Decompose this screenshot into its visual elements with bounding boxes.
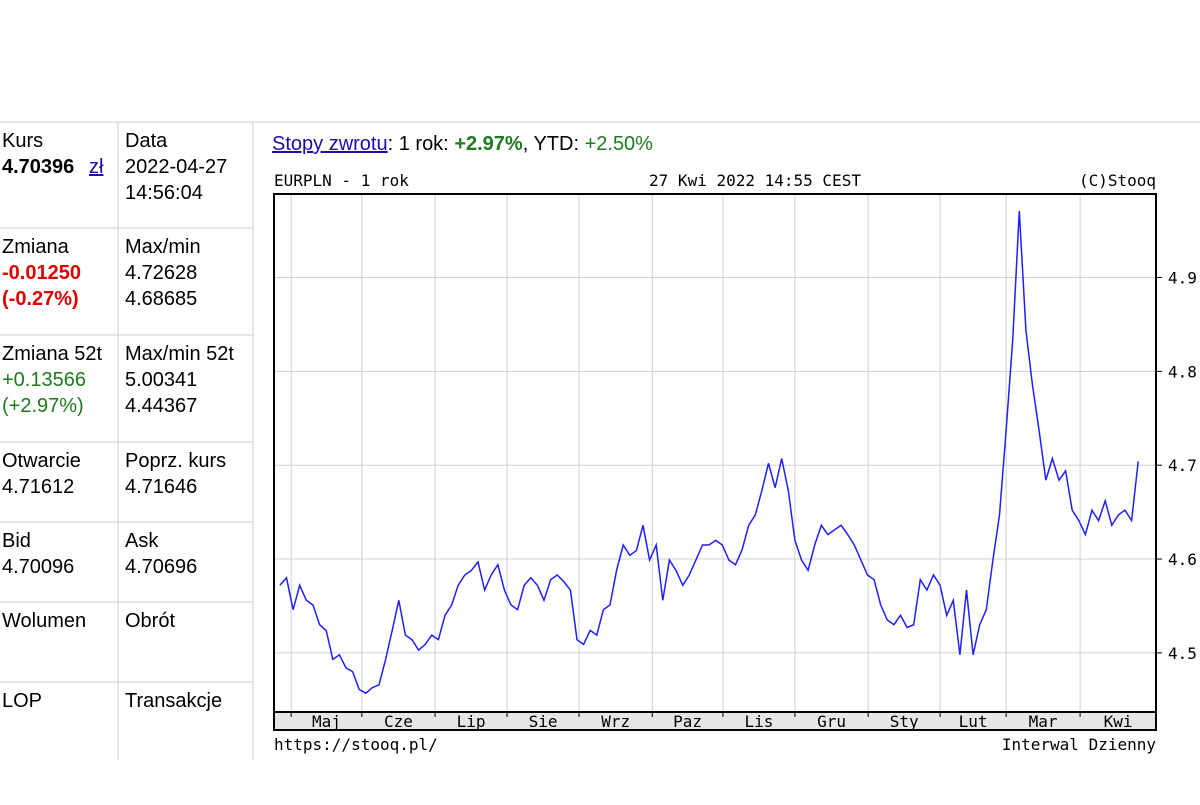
chart-subtitle: 27 Kwi 2022 14:55 CEST <box>649 171 861 190</box>
x-tick-label: Cze <box>384 712 413 731</box>
cell-value: 4.71612 <box>2 476 74 498</box>
returns-period-label: : 1 rok: <box>388 133 455 155</box>
cell-label: Max/min 52t <box>125 343 234 365</box>
cell-value: +0.13566 <box>2 369 86 391</box>
cell-value: 4.70096 <box>2 556 74 578</box>
x-tick-label: Lis <box>744 712 773 731</box>
x-tick-label: Lut <box>959 712 988 731</box>
plot-area <box>274 194 1156 712</box>
cell-label: LOP <box>2 690 42 712</box>
cell-label: Zmiana 52t <box>2 343 102 365</box>
cell-value: -0.01250 <box>2 262 81 284</box>
cell-value: 14:56:04 <box>125 182 203 204</box>
price-line <box>279 210 1139 695</box>
x-tick-label: Sie <box>529 712 558 731</box>
cell-value: 4.72628 <box>125 262 197 284</box>
cell-label: Transakcje <box>125 690 222 712</box>
x-tick-label: Kwi <box>1104 712 1133 731</box>
cell-label: Obrót <box>125 610 175 632</box>
chart-copyright: (C)Stooq <box>1079 171 1156 190</box>
x-tick-label: Sty <box>890 712 919 731</box>
y-tick-label: 4.7 <box>1168 456 1197 475</box>
returns-period-value: +2.97% <box>454 133 523 155</box>
chart-interval: Interwal Dzienny <box>1002 735 1156 754</box>
cell-label: Zmiana <box>2 236 70 258</box>
cell-value[interactable]: zł <box>89 156 104 178</box>
cell-label: Poprz. kurs <box>125 450 226 472</box>
cell-value: 4.71646 <box>125 476 197 498</box>
y-tick-label: 4.8 <box>1168 362 1197 381</box>
cell-value: (-0.27%) <box>2 288 79 310</box>
cell-label: Wolumen <box>2 610 86 632</box>
y-tick-label: 4.9 <box>1168 269 1197 288</box>
cell-value: 4.70696 <box>125 556 197 578</box>
cell-value: 5.00341 <box>125 369 197 391</box>
cell-value: 4.68685 <box>125 288 197 310</box>
returns-ytd-value: +2.50% <box>585 133 654 155</box>
cell-value: 2022-04-27 <box>125 156 227 178</box>
x-tick-label: Lip <box>457 712 486 731</box>
x-tick-label: Wrz <box>601 712 630 731</box>
plot-border <box>273 193 1157 713</box>
cell-label: Otwarcie <box>2 450 81 472</box>
chart-source: https://stooq.pl/ <box>274 735 438 754</box>
returns-line: Stopy zwrotu: 1 rok: +2.97%, YTD: +2.50% <box>272 133 653 155</box>
cell-value: 4.70396 <box>2 156 74 178</box>
x-tick-label: Gru <box>817 712 846 731</box>
cell-label: Data <box>125 130 168 152</box>
cell-label: Ask <box>125 530 159 552</box>
y-tick-label: 4.5 <box>1168 644 1197 663</box>
returns-link[interactable]: Stopy zwrotu <box>272 133 388 155</box>
x-tick-label: Mar <box>1029 712 1058 731</box>
cell-value: (+2.97%) <box>2 395 84 417</box>
cell-value: 4.44367 <box>125 395 197 417</box>
x-tick-label: Paz <box>673 712 702 731</box>
returns-ytd-label: , YTD: <box>523 133 585 155</box>
cell-label: Max/min <box>125 236 201 258</box>
x-tick-label: Maj <box>312 712 341 731</box>
chart-title: EURPLN - 1 rok <box>274 171 409 190</box>
cell-label: Bid <box>2 530 31 552</box>
y-tick-label: 4.6 <box>1168 550 1197 569</box>
cell-label: Kurs <box>2 130 43 152</box>
